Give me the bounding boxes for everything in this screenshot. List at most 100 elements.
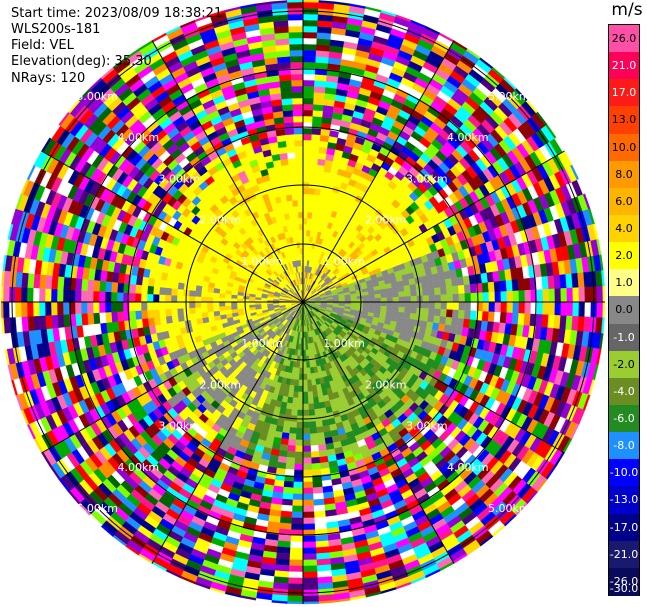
- velocity-gate: [313, 194, 321, 202]
- velocity-gate: [302, 583, 319, 591]
- velocity-gate: [302, 169, 311, 177]
- velocity-gate: [87, 279, 95, 292]
- velocity-gate: [380, 301, 388, 307]
- velocity-gate: [298, 379, 304, 387]
- velocity-gate: [63, 314, 71, 328]
- velocity-gate: [553, 274, 561, 289]
- velocity-gate: [316, 44, 331, 52]
- velocity-gate: [302, 505, 315, 513]
- velocity-gate: [302, 217, 308, 225]
- velocity-gate: [302, 91, 315, 99]
- velocity-gate: [311, 462, 321, 470]
- velocity-gate: [386, 297, 394, 303]
- velocity-gate: [512, 290, 520, 303]
- velocity-gate: [207, 311, 215, 318]
- velocity-gate: [51, 275, 59, 290]
- velocity-gate: [290, 523, 304, 531]
- velocity-gate: [392, 296, 400, 303]
- velocity-gate: [159, 279, 167, 288]
- velocity-gate: [356, 295, 364, 300]
- velocity-gate: [98, 301, 106, 313]
- velocity-gate: [280, 438, 289, 446]
- velocity-gate: [302, 145, 312, 153]
- velocity-gate: [350, 296, 358, 300]
- velocity-gate: [292, 397, 299, 405]
- velocity-gate: [56, 288, 64, 303]
- velocity-gate: [295, 433, 304, 441]
- velocity-gate: [276, 546, 291, 554]
- velocity-gate: [201, 311, 209, 319]
- velocity-gate: [189, 283, 197, 291]
- velocity-gate: [314, 80, 327, 88]
- velocity-gate: [284, 408, 292, 416]
- velocity-gate: [116, 301, 124, 312]
- velocity-gate: [494, 301, 502, 313]
- velocity-gate: [427, 315, 435, 323]
- velocity-gate: [302, 403, 309, 411]
- velocity-gate: [236, 304, 244, 310]
- velocity-gate: [302, 211, 308, 219]
- velocity-gate: [277, 540, 291, 548]
- velocity-gate: [279, 444, 289, 452]
- velocity-gate: [392, 306, 400, 313]
- velocity-gate: [305, 343, 309, 351]
- velocity-gate: [165, 280, 173, 289]
- velocity-gate: [302, 109, 314, 117]
- velocity-gate: [410, 301, 418, 309]
- velocity-gate: [110, 301, 118, 313]
- velocity-gate: [75, 313, 83, 326]
- velocity-gate: [317, 444, 327, 452]
- velocity-gate: [398, 301, 406, 308]
- velocity-gate: [316, 552, 331, 560]
- velocity-gate: [302, 193, 309, 201]
- velocity-gate: [535, 276, 543, 290]
- velocity-gate: [279, 522, 292, 530]
- velocity-gate: [283, 420, 291, 428]
- velocity-gate: [446, 293, 454, 303]
- velocity-gate: [457, 284, 465, 294]
- velocity-gate: [147, 285, 154, 295]
- velocity-gate: [302, 391, 309, 399]
- velocity-gate: [224, 301, 232, 307]
- velocity-gate: [194, 301, 202, 308]
- velocity-gate: [146, 293, 154, 303]
- velocity-gate: [32, 301, 40, 317]
- velocity-gate: [312, 396, 320, 404]
- velocity-gate: [439, 279, 447, 288]
- velocity-gate: [289, 541, 304, 549]
- velocity-gate: [404, 307, 412, 314]
- velocity-gate: [288, 433, 297, 440]
- velocity-gate: [302, 55, 317, 63]
- velocity-gate: [32, 287, 40, 303]
- velocity-gate: [202, 316, 210, 324]
- velocity-gate: [318, 449, 328, 458]
- velocity-gate: [20, 301, 28, 317]
- velocity-gate: [307, 211, 313, 219]
- velocity-gate: [312, 390, 319, 398]
- velocity-gate: [302, 571, 318, 579]
- velocity-gate: [134, 293, 142, 303]
- velocity-gate: [374, 293, 382, 299]
- velocity-gate: [290, 409, 298, 417]
- velocity-gate: [440, 294, 448, 303]
- velocity-gate: [428, 288, 435, 296]
- velocity-gate: [385, 287, 393, 294]
- velocity-gate: [500, 301, 508, 313]
- velocity-gate: [287, 583, 304, 591]
- velocity-gate: [422, 295, 430, 303]
- velocity-gate: [188, 295, 196, 303]
- velocity-gate: [302, 553, 317, 561]
- velocity-gate: [111, 311, 119, 323]
- velocity-gate: [302, 79, 315, 87]
- velocity-gate: [152, 293, 160, 303]
- velocity-gate: [80, 290, 88, 303]
- velocity-gate: [302, 97, 314, 105]
- velocity-gate: [218, 297, 226, 303]
- velocity-gate: [189, 313, 197, 321]
- velocity-gate: [305, 349, 309, 357]
- velocity-gate: [362, 294, 370, 300]
- velocity-gate: [315, 534, 329, 542]
- velocity-gate: [541, 276, 549, 290]
- velocity-gate: [314, 74, 327, 82]
- velocity-gate: [45, 315, 53, 330]
